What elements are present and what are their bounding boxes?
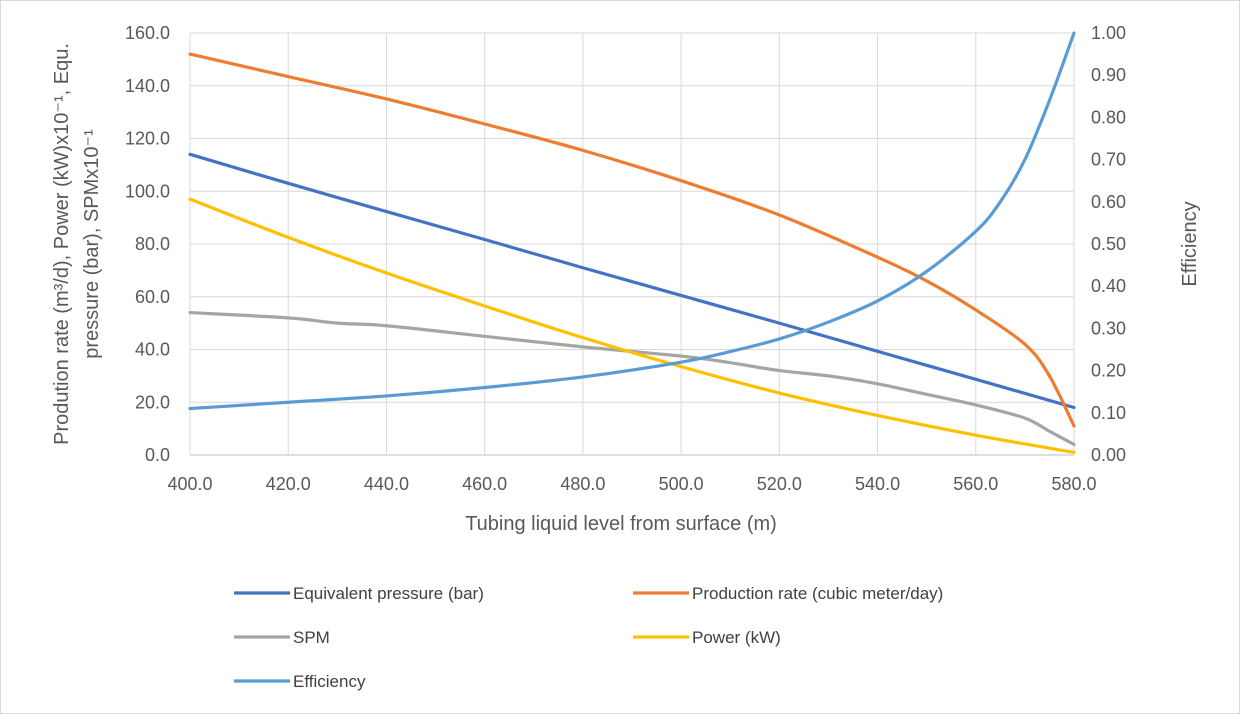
y-right-tick-label: 1.00: [1091, 23, 1126, 43]
y-left-tick-label: 140.0: [125, 76, 170, 96]
y-right-tick-label: 0.40: [1091, 276, 1126, 296]
y-left-axis-title-line1: Prodution rate (m³/d), Power (kW)x10⁻¹, …: [51, 43, 73, 445]
y-left-tick-label: 60.0: [135, 287, 170, 307]
series-lines: [188, 31, 1076, 454]
y-right-tick-label: 0.10: [1091, 403, 1126, 423]
y-left-tick-label: 80.0: [135, 234, 170, 254]
x-tick-label: 540.0: [855, 474, 900, 494]
y-right-tick-label: 0.00: [1091, 445, 1126, 465]
x-tick-label: 440.0: [364, 474, 409, 494]
legend-label: Efficiency: [293, 672, 366, 691]
legend-item-efficiency: Efficiency: [234, 672, 366, 691]
x-tick-label: 420.0: [266, 474, 311, 494]
x-axis-title: Tubing liquid level from surface (m): [465, 513, 777, 535]
y-right-tick-label: 0.50: [1091, 234, 1126, 254]
y-right-axis-title: Efficiency: [1179, 201, 1201, 286]
y-right-tick-label: 0.60: [1091, 192, 1126, 212]
legend-item-spm: SPM: [234, 628, 330, 647]
y-right-tick-label: 0.80: [1091, 107, 1126, 127]
y-left-tick-label: 100.0: [125, 181, 170, 201]
y-right-tick-label: 0.90: [1091, 65, 1126, 85]
legend-label: Equivalent pressure (bar): [293, 584, 484, 603]
y-left-tick-label: 20.0: [135, 392, 170, 412]
y-left-axis-title-line2: pressure (bar), SPMx10⁻¹: [81, 129, 103, 359]
x-tick-label: 500.0: [659, 474, 704, 494]
legend-item-equivalent-pressure: Equivalent pressure (bar): [234, 584, 484, 603]
series-line-equivalent-pressure: [188, 152, 1076, 410]
series-line-production-rate: [188, 52, 1076, 428]
legend-label: SPM: [293, 628, 330, 647]
series-line-power: [188, 197, 1076, 454]
legend-label: Production rate (cubic meter/day): [692, 584, 943, 603]
x-tick-label: 460.0: [462, 474, 507, 494]
legend: Equivalent pressure (bar) Production rate…: [234, 584, 943, 691]
y-right-tick-label: 0.30: [1091, 318, 1126, 338]
series-line-spm: [188, 310, 1076, 447]
legend-label: Power (kW): [692, 628, 781, 647]
y-left-tick-label: 160.0: [125, 23, 170, 43]
x-tick-label: 480.0: [560, 474, 605, 494]
series-line-efficiency: [188, 31, 1076, 411]
x-tick-label: 520.0: [757, 474, 802, 494]
legend-item-power: Power (kW): [633, 628, 781, 647]
x-tick-label: 400.0: [167, 474, 212, 494]
y-left-tick-label: 0.0: [145, 445, 170, 465]
y-right-tick-label: 0.20: [1091, 361, 1126, 381]
axis-ticks: 0.0 20.0 40.0 60.0 80.0 100.0 120.0 140.0 160.0 0…: [125, 23, 1126, 494]
y-right-tick-label: 0.70: [1091, 150, 1126, 170]
x-tick-label: 580.0: [1051, 474, 1096, 494]
y-left-tick-label: 40.0: [135, 340, 170, 360]
y-left-tick-label: 120.0: [125, 129, 170, 149]
gridlines: [189, 32, 1075, 456]
legend-item-production-rate: Production rate (cubic meter/day): [633, 584, 943, 603]
x-tick-label: 560.0: [953, 474, 998, 494]
